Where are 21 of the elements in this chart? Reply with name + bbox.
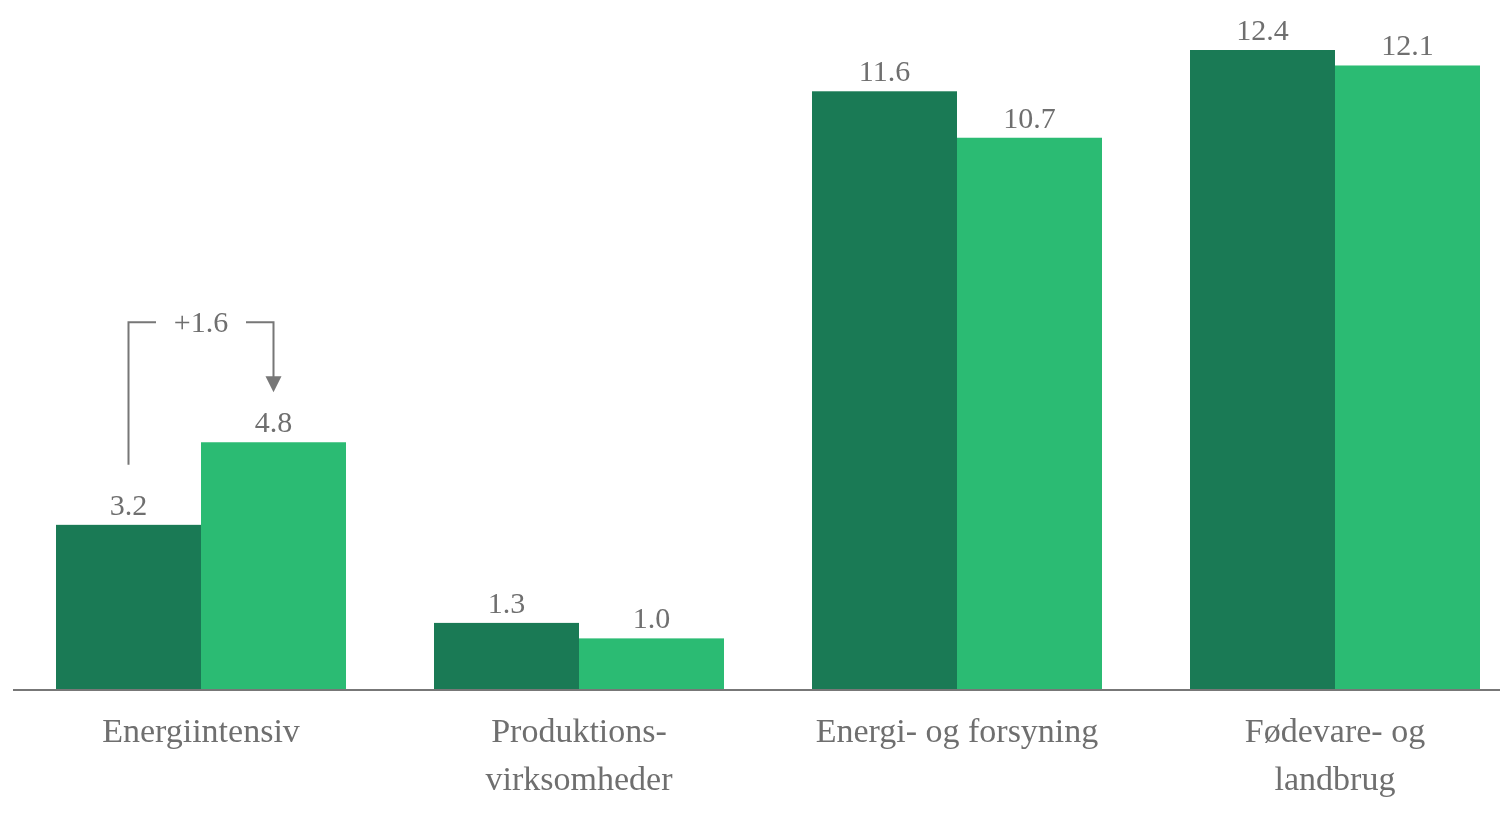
x-tick-label: Fødevare- og landbrug [1244, 712, 1426, 797]
bar [1335, 65, 1480, 690]
bar [579, 638, 724, 690]
bar [1190, 50, 1335, 690]
data-label: 12.4 [1236, 13, 1289, 46]
x-tick-label: Energi- og forsyning [815, 712, 1099, 749]
data-label: 10.7 [1003, 100, 1056, 134]
bar [434, 622, 579, 690]
data-label: 1.3 [487, 585, 526, 619]
data-label: 11.6 [858, 54, 911, 88]
x-tick-label: Energiintensiv [102, 712, 300, 749]
bar [957, 137, 1102, 690]
data-label: 3.2 [109, 487, 148, 521]
data-label: 12.1 [1381, 28, 1434, 62]
annotation: +1.6 [173, 305, 229, 339]
data-label: 4.8 [254, 405, 293, 439]
x-tick-label: Produktions- virksomheder [485, 712, 674, 797]
bar [56, 524, 201, 690]
data-label: 1.0 [632, 601, 671, 635]
bar [812, 91, 957, 690]
bar [201, 442, 346, 690]
